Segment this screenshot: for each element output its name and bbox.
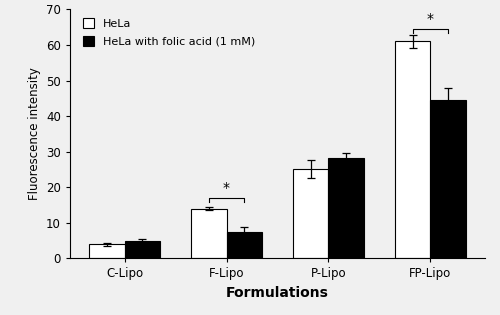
Bar: [191, 209, 226, 258]
X-axis label: Formulations: Formulations: [226, 286, 329, 300]
Bar: [328, 158, 364, 258]
Legend: HeLa, HeLa with folic acid (1 mM): HeLa, HeLa with folic acid (1 mM): [80, 15, 258, 50]
Bar: [89, 244, 124, 258]
Bar: [293, 169, 328, 258]
Bar: [395, 42, 430, 258]
Bar: [124, 241, 160, 258]
Bar: [226, 232, 262, 258]
Text: *: *: [223, 181, 230, 195]
Y-axis label: Fluorescence intensity: Fluorescence intensity: [28, 67, 40, 200]
Bar: [430, 100, 466, 258]
Text: *: *: [427, 12, 434, 26]
